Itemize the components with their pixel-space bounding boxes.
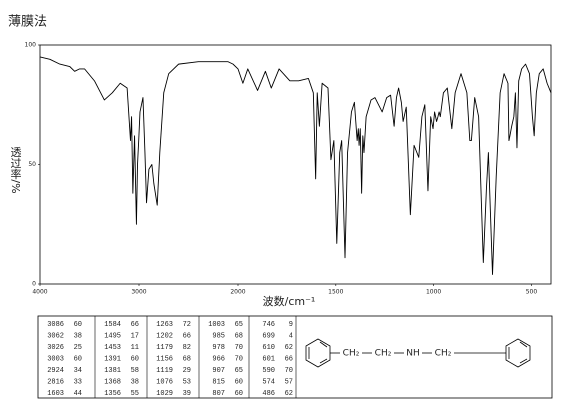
peak-wavenumber: 610 [262,344,275,352]
peak-wavenumber: 2816 [47,378,64,386]
peak-transmittance: 4 [289,332,293,340]
table-dividers [94,316,297,398]
peak-wavenumber: 3086 [47,321,64,329]
structure-group: CH₂ [375,349,392,359]
peak-transmittance: 25 [74,344,82,352]
x-tick-label: 4000 [32,289,47,296]
peak-wavenumber: 1263 [156,321,173,329]
peak-wavenumber: 1029 [156,390,173,398]
peak-wavenumber: 1368 [104,378,121,386]
peak-wavenumber: 1202 [156,332,173,340]
peak-transmittance: 60 [74,355,82,363]
peak-transmittance: 58 [131,367,139,375]
peak-transmittance: 70 [285,367,293,375]
table-frame [37,315,553,399]
peak-transmittance: 17 [131,332,139,340]
peak-wavenumber: 601 [262,355,275,363]
x-tick-label: 3000 [131,289,146,296]
y-tick-label: 50 [28,161,36,168]
peak-transmittance: 60 [235,378,243,386]
peak-transmittance: 70 [235,355,243,363]
peak-transmittance: 70 [235,344,243,352]
peak-wavenumber: 1381 [104,367,121,375]
peak-transmittance: 68 [183,355,191,363]
x-tick-label: 1500 [328,289,343,296]
peak-wavenumber: 746 [262,321,275,329]
x-tick-label: 500 [526,289,538,296]
peak-transmittance: 68 [235,332,243,340]
peak-transmittance: 66 [285,355,293,363]
peak-transmittance: 65 [235,367,243,375]
structure-group: NH [406,349,420,359]
peak-transmittance: 72 [183,321,191,329]
peak-transmittance: 29 [183,367,191,375]
peak-transmittance: 11 [131,344,139,352]
peak-wavenumber: 3003 [47,355,64,363]
peak-transmittance: 55 [131,390,139,398]
peak-transmittance: 62 [285,344,293,352]
spectrum-line [39,56,552,275]
peak-transmittance: 44 [74,390,82,398]
x-axis-label: 波数/cm⁻¹ [263,295,316,308]
peak-wavenumber: 1156 [156,355,173,363]
peak-wavenumber: 1495 [104,332,121,340]
peak-transmittance: 60 [74,321,82,329]
peak-wavenumber: 486 [262,390,275,398]
y-axis-label: 透过率/% [9,146,22,193]
peak-wavenumber: 907 [212,367,225,375]
peak-wavenumber: 3062 [47,332,64,340]
peak-wavenumber: 590 [262,367,275,375]
benzene-rings [305,338,531,368]
peak-wavenumber: 1119 [156,367,173,375]
peak-wavenumber: 574 [262,378,275,386]
peak-wavenumber: 2924 [47,367,64,375]
chart-title: 薄膜法 [8,15,47,30]
peak-wavenumber: 1356 [104,390,121,398]
peak-transmittance: 9 [289,321,293,329]
peak-wavenumber: 815 [212,378,225,386]
peak-transmittance: 33 [74,378,82,386]
peak-wavenumber: 1179 [156,344,173,352]
peak-transmittance: 60 [235,390,243,398]
peak-transmittance: 57 [285,378,293,386]
peak-transmittance: 66 [183,332,191,340]
peak-wavenumber: 985 [212,332,225,340]
x-tick-label: 1000 [426,289,441,296]
x-tick-label: 2000 [230,289,245,296]
structure-group: CH₂ [435,349,452,359]
peak-wavenumber: 978 [212,344,225,352]
peak-wavenumber: 1076 [156,378,173,386]
peak-transmittance: 62 [285,390,293,398]
peak-transmittance: 34 [74,367,82,375]
peak-transmittance: 65 [235,321,243,329]
peak-transmittance: 53 [183,378,191,386]
peak-wavenumber: 1391 [104,355,121,363]
y-tick-label: 0 [32,281,36,288]
peak-transmittance: 82 [183,344,191,352]
structure-group: CH₂ [343,349,360,359]
peak-wavenumber: 1003 [208,321,225,329]
peak-transmittance: 38 [74,332,82,340]
peak-wavenumber: 1584 [104,321,121,329]
peak-wavenumber: 3026 [47,344,64,352]
peak-transmittance: 66 [131,321,139,329]
peak-transmittance: 60 [131,355,139,363]
peak-transmittance: 39 [183,390,191,398]
peak-wavenumber: 966 [212,355,225,363]
peak-transmittance: 38 [131,378,139,386]
peak-wavenumber: 807 [212,390,225,398]
peak-wavenumber: 1603 [47,390,64,398]
peak-wavenumber: 699 [262,332,275,340]
peak-wavenumber: 1453 [104,344,121,352]
y-tick-label: 100 [25,42,37,49]
